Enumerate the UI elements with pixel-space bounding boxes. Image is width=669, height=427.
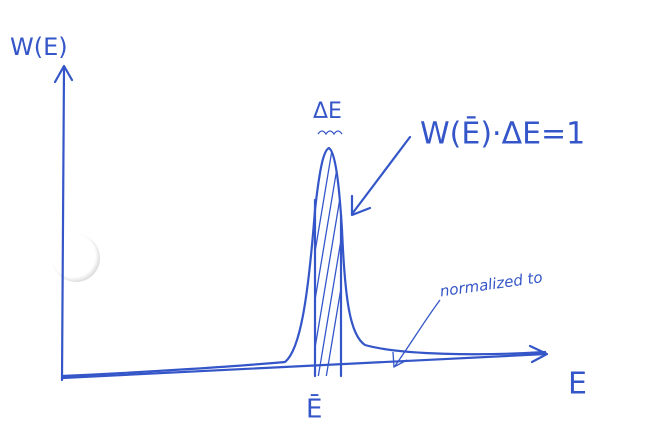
distribution-curve (62, 148, 545, 376)
brace (318, 131, 342, 134)
x-axis (62, 354, 546, 378)
equation-arrow (352, 137, 410, 214)
equation: W(Ē)·ΔE=1 (420, 116, 585, 152)
peak-label: Ē (306, 394, 322, 425)
hatched-area (276, 150, 364, 390)
hole-punch (52, 234, 100, 282)
x-axis-label: E (568, 367, 587, 402)
diagram: W(E) E Ē ΔE W(Ē)·ΔE=1 normalized to (0, 0, 669, 427)
note-arrow (395, 300, 440, 366)
y-axis (62, 68, 64, 380)
width-label: ΔE (313, 99, 342, 124)
note: normalized to (439, 268, 544, 300)
y-axis-label: W(E) (10, 33, 68, 61)
